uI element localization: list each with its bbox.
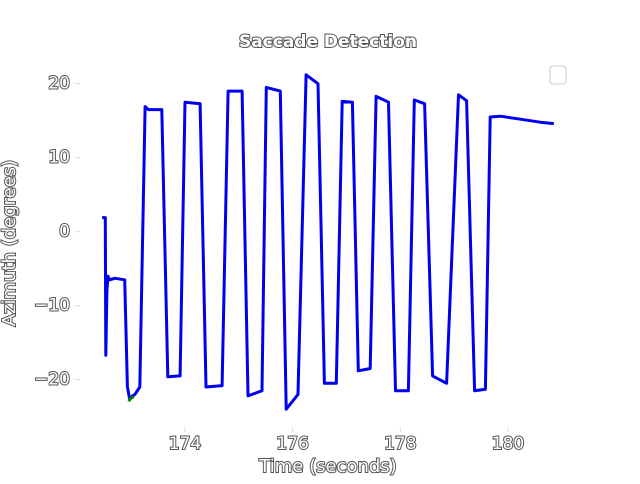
x-tick-label: 178 <box>384 434 416 454</box>
y-tick-label: −10 <box>34 296 70 316</box>
data-line <box>102 73 554 411</box>
legend-box <box>549 65 567 85</box>
x-tick-label: 180 <box>492 434 524 454</box>
y-tick-label: 20 <box>48 74 70 94</box>
y-tick-label: 10 <box>48 148 70 168</box>
x-tick-label: 176 <box>276 434 308 454</box>
x-tick-label: 174 <box>169 434 201 454</box>
y-tick-label: 0 <box>59 222 70 242</box>
y-axis-label: Azimuth (degrees) <box>0 160 20 326</box>
y-tick-label: −20 <box>34 370 70 390</box>
x-axis-label: Time (seconds) <box>258 456 396 477</box>
chart-title: Saccade Detection <box>239 32 417 52</box>
data-line <box>127 395 135 403</box>
